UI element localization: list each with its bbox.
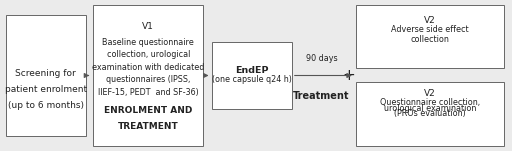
- Text: (one capsule q24 h): (one capsule q24 h): [212, 76, 292, 85]
- FancyBboxPatch shape: [6, 15, 86, 136]
- Text: V2: V2: [424, 89, 436, 98]
- Text: Screening for: Screening for: [15, 69, 76, 79]
- FancyBboxPatch shape: [93, 5, 203, 146]
- Text: V2: V2: [424, 16, 436, 25]
- Text: Baseline questionnaire: Baseline questionnaire: [102, 38, 194, 47]
- Text: IIEF-15, PEDT  and SF-36): IIEF-15, PEDT and SF-36): [98, 88, 199, 97]
- Text: (PROs evaluation): (PROs evaluation): [394, 109, 466, 119]
- Text: examination with dedicated: examination with dedicated: [92, 63, 204, 72]
- Text: V1: V1: [142, 22, 154, 31]
- Text: collection, urological: collection, urological: [106, 50, 190, 59]
- Text: Treatment: Treatment: [293, 91, 350, 101]
- Text: TREATMENT: TREATMENT: [118, 122, 179, 131]
- Text: questionnaires (IPSS,: questionnaires (IPSS,: [106, 76, 190, 85]
- Text: collection: collection: [411, 35, 450, 44]
- FancyBboxPatch shape: [356, 5, 504, 68]
- Text: patient enrolment: patient enrolment: [5, 85, 87, 94]
- Text: urological examination: urological examination: [384, 104, 476, 113]
- Text: Adverse side effect: Adverse side effect: [391, 26, 469, 34]
- Text: Questionnaire collection,: Questionnaire collection,: [380, 98, 480, 107]
- Text: +: +: [343, 68, 355, 83]
- Text: (up to 6 months): (up to 6 months): [8, 101, 84, 110]
- FancyBboxPatch shape: [356, 82, 504, 146]
- Text: EndEP: EndEP: [236, 66, 269, 75]
- Text: 90 days: 90 days: [306, 54, 337, 63]
- Text: ENROLMENT AND: ENROLMENT AND: [104, 106, 193, 115]
- FancyBboxPatch shape: [212, 42, 292, 109]
